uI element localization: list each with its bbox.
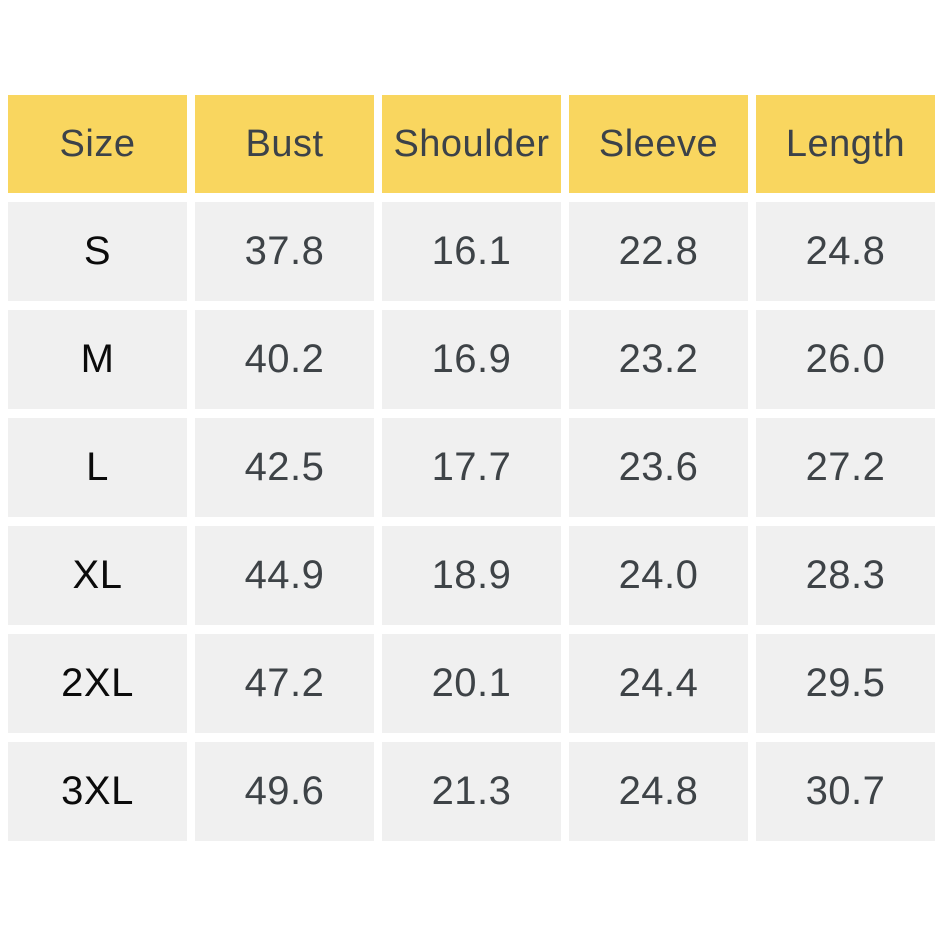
size-cell: 3XL	[8, 742, 187, 841]
header-cell-shoulder: Shoulder	[382, 95, 561, 193]
header-cell-size: Size	[8, 95, 187, 193]
sleeve-cell: 23.2	[569, 310, 748, 409]
table-row-xl: XL 44.9 18.9 24.0 28.3	[8, 526, 935, 625]
size-cell: S	[8, 202, 187, 301]
sleeve-cell: 24.0	[569, 526, 748, 625]
table-row-m: M 40.2 16.9 23.2 26.0	[8, 310, 935, 409]
header-cell-length: Length	[756, 95, 935, 193]
bust-cell: 44.9	[195, 526, 374, 625]
bust-cell: 42.5	[195, 418, 374, 517]
table-row-l: L 42.5 17.7 23.6 27.2	[8, 418, 935, 517]
shoulder-cell: 16.1	[382, 202, 561, 301]
length-cell: 26.0	[756, 310, 935, 409]
size-cell: 2XL	[8, 634, 187, 733]
bust-cell: 37.8	[195, 202, 374, 301]
shoulder-cell: 17.7	[382, 418, 561, 517]
header-cell-sleeve: Sleeve	[569, 95, 748, 193]
sleeve-cell: 24.4	[569, 634, 748, 733]
length-cell: 27.2	[756, 418, 935, 517]
shoulder-cell: 16.9	[382, 310, 561, 409]
length-cell: 29.5	[756, 634, 935, 733]
size-cell: L	[8, 418, 187, 517]
table-row-3xl: 3XL 49.6 21.3 24.8 30.7	[8, 742, 935, 841]
size-cell: M	[8, 310, 187, 409]
bust-cell: 40.2	[195, 310, 374, 409]
sleeve-cell: 22.8	[569, 202, 748, 301]
header-cell-bust: Bust	[195, 95, 374, 193]
length-cell: 24.8	[756, 202, 935, 301]
size-chart-table: Size Bust Shoulder Sleeve Length S 37.8 …	[0, 86, 943, 850]
shoulder-cell: 18.9	[382, 526, 561, 625]
header-row: Size Bust Shoulder Sleeve Length	[8, 95, 935, 193]
table-row-s: S 37.8 16.1 22.8 24.8	[8, 202, 935, 301]
length-cell: 30.7	[756, 742, 935, 841]
sleeve-cell: 23.6	[569, 418, 748, 517]
bust-cell: 47.2	[195, 634, 374, 733]
shoulder-cell: 20.1	[382, 634, 561, 733]
sleeve-cell: 24.8	[569, 742, 748, 841]
bust-cell: 49.6	[195, 742, 374, 841]
size-cell: XL	[8, 526, 187, 625]
table-row-2xl: 2XL 47.2 20.1 24.4 29.5	[8, 634, 935, 733]
length-cell: 28.3	[756, 526, 935, 625]
shoulder-cell: 21.3	[382, 742, 561, 841]
